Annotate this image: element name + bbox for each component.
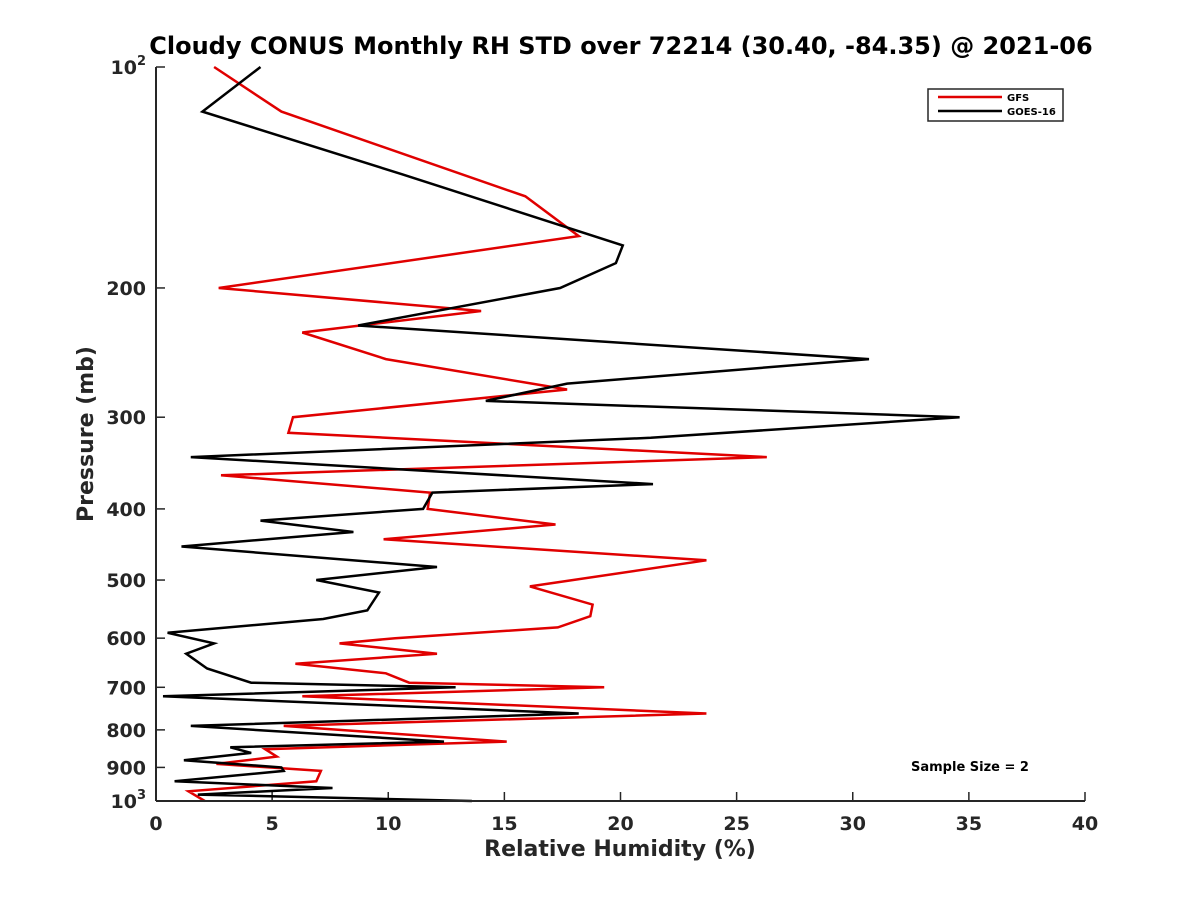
x-tick-label: 15: [491, 813, 517, 835]
y-tick-label: 400: [106, 499, 146, 521]
legend: GFS GOES-16: [927, 88, 1064, 122]
y-tick-label: 102: [111, 54, 147, 79]
legend-label-gfs: GFS: [1007, 93, 1029, 104]
x-tick-label: 5: [266, 813, 279, 835]
x-tick-label: 25: [723, 813, 749, 835]
y-tick-label: 800: [106, 720, 146, 742]
legend-box: [927, 88, 1064, 122]
x-tick-labels: 0 5 10 15 20 25 30 35 40: [149, 813, 1098, 835]
chart-title: Cloudy CONUS Monthly RH STD over 72214 (…: [149, 32, 1092, 60]
y-tick-label: 600: [106, 628, 146, 650]
series-line-goes16: [162, 66, 960, 803]
y-tick-label: 900: [106, 757, 146, 779]
x-tick-label: 30: [840, 813, 866, 835]
y-tick-label: 300: [106, 407, 146, 429]
y-tick-labels: 102 200 300 400 500 600 700 800 900 103: [106, 54, 146, 813]
y-tick-label: 200: [106, 278, 146, 300]
sample-size-annotation: Sample Size = 2: [911, 760, 1029, 775]
x-tick-label: 40: [1072, 813, 1098, 835]
y-tick-label: 500: [106, 570, 146, 592]
x-tick-label: 0: [149, 813, 162, 835]
x-tick-label: 35: [956, 813, 982, 835]
y-tick-label: 103: [111, 788, 147, 813]
y-axis-label: Pressure (mb): [74, 346, 99, 522]
y-tick-label: 700: [106, 677, 146, 699]
x-tick-label: 20: [607, 813, 633, 835]
series-line-gfs: [184, 65, 767, 803]
legend-label-goes16: GOES-16: [1007, 107, 1056, 118]
x-axis-label: Relative Humidity (%): [484, 837, 756, 862]
data-series: [162, 65, 960, 803]
x-tick-label: 10: [375, 813, 401, 835]
